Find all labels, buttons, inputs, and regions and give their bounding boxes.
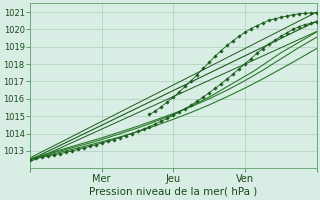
X-axis label: Pression niveau de la mer( hPa ): Pression niveau de la mer( hPa ): [89, 187, 258, 197]
